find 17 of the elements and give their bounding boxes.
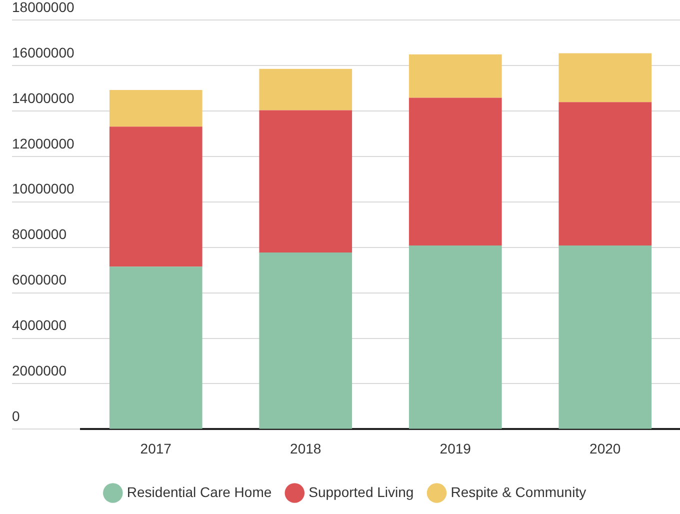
y-tick-label: 18000000 [12, 0, 75, 15]
y-tick-label: 16000000 [12, 44, 75, 60]
legend-label: Respite & Community [450, 484, 586, 500]
x-tick-label: 2020 [590, 440, 621, 456]
x-tick-label: 2019 [440, 440, 472, 456]
x-tick-label: 2018 [290, 440, 322, 456]
legend-label: Supported Living [308, 484, 414, 500]
legend-label: Residential Care Home [126, 484, 272, 500]
y-tick-label: 12000000 [12, 135, 75, 152]
y-tick-label: 14000000 [12, 90, 75, 106]
y-tick-label: 4000000 [12, 317, 67, 334]
y-tick-label: 2000000 [12, 362, 67, 379]
y-tick-label: 6000000 [12, 272, 67, 288]
y-tick-label: 10000000 [12, 180, 75, 197]
y-tick-label: 8000000 [12, 226, 67, 242]
y-tick-label: 0 [12, 408, 20, 424]
x-tick-label: 2017 [140, 440, 172, 456]
